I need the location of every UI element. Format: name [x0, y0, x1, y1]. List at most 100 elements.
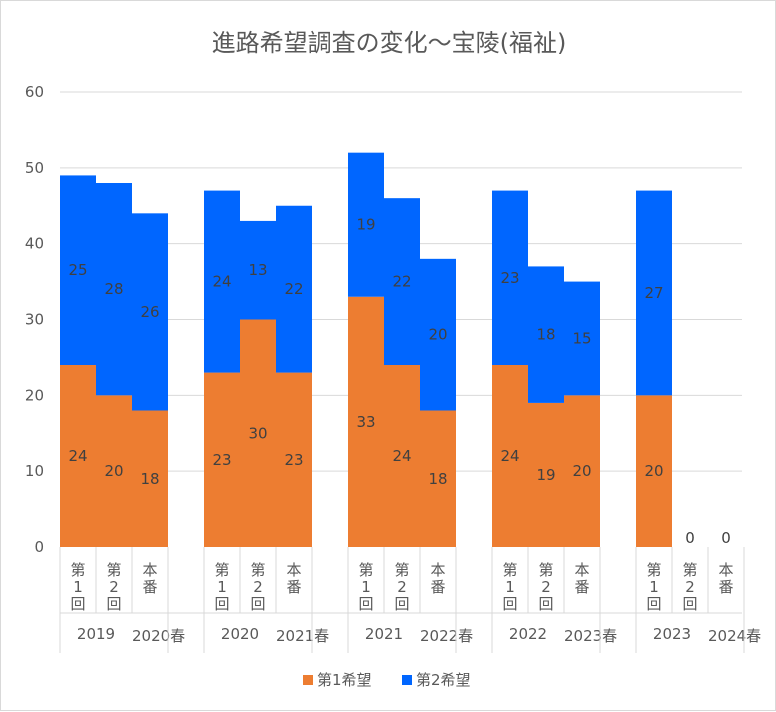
- bar-first-choice: [60, 365, 96, 547]
- data-label-second-choice: 15: [572, 329, 591, 347]
- group-label-year: 2020: [221, 625, 259, 643]
- data-label-second-choice: 27: [644, 284, 663, 302]
- data-label-first-choice: 20: [572, 462, 591, 480]
- x-category-label: 番: [286, 578, 301, 596]
- data-label-second-choice: 26: [140, 303, 159, 321]
- x-category-label: 回: [106, 595, 121, 613]
- y-tick-label: 30: [25, 311, 44, 329]
- data-label-second-choice: 13: [248, 261, 267, 279]
- data-label-first-choice: 20: [104, 462, 123, 480]
- y-tick-label: 0: [34, 538, 44, 556]
- bar-second-choice: [96, 183, 132, 396]
- x-category-label: 本: [142, 561, 157, 579]
- x-category-label: 2: [109, 578, 119, 596]
- group-label-season: 2023春: [564, 627, 617, 645]
- data-label-second-choice: 20: [428, 326, 447, 344]
- bar-first-choice: [564, 395, 600, 547]
- x-category-label: 本: [286, 561, 301, 579]
- x-category-label: 番: [574, 578, 589, 596]
- bar-first-choice: [204, 372, 240, 547]
- x-category-label: 2: [541, 578, 551, 596]
- x-category-label: 本: [430, 561, 445, 579]
- x-category-label: 回: [502, 595, 517, 613]
- data-label-first-choice: 20: [644, 462, 663, 480]
- x-category-label: 回: [358, 595, 373, 613]
- x-category-label: 1: [217, 578, 227, 596]
- bar-second-choice: [528, 266, 564, 403]
- bar-second-choice: [348, 152, 384, 297]
- x-category-label: 第: [214, 561, 229, 579]
- bar-second-choice: [564, 281, 600, 396]
- data-label-second-choice: 24: [212, 273, 231, 291]
- y-tick-label: 40: [25, 235, 44, 253]
- legend-label-first-choice: 第1希望: [317, 671, 372, 689]
- x-category-label: 本: [718, 561, 733, 579]
- bar-second-choice: [492, 190, 528, 365]
- y-tick-label: 20: [25, 386, 44, 404]
- x-category-label: 回: [70, 595, 85, 613]
- bar-second-choice: [384, 198, 420, 365]
- legend-swatch-first-choice: [303, 675, 313, 685]
- x-category-label: 回: [394, 595, 409, 613]
- y-tick-label: 60: [25, 83, 44, 101]
- data-label-second-choice: 0: [721, 529, 731, 547]
- x-category-label: 2: [397, 578, 407, 596]
- x-category-label: 第: [70, 561, 85, 579]
- data-label-second-choice: 0: [685, 529, 695, 547]
- x-category-label: 2: [253, 578, 263, 596]
- bar-first-choice: [240, 319, 276, 547]
- x-category-label: 第: [106, 561, 121, 579]
- data-label-first-choice: 23: [284, 451, 303, 469]
- group-label-year: 2019: [77, 625, 115, 643]
- data-label-second-choice: 18: [536, 326, 555, 344]
- bar-first-choice: [276, 372, 312, 547]
- x-category-label: 第: [250, 561, 265, 579]
- bar-first-choice: [492, 365, 528, 547]
- bar-first-choice: [348, 296, 384, 547]
- legend: 第1希望 第2希望: [303, 671, 471, 689]
- x-category-label: 1: [649, 578, 659, 596]
- bar-first-choice: [528, 402, 564, 547]
- x-category-label: 番: [718, 578, 733, 596]
- x-category-label: 回: [214, 595, 229, 613]
- x-category-label: 番: [430, 578, 445, 596]
- x-category-label: 番: [142, 578, 157, 596]
- bar-first-choice: [636, 395, 672, 547]
- x-category-label: 第: [538, 561, 553, 579]
- x-category-label: 1: [361, 578, 371, 596]
- x-category-label: 本: [574, 561, 589, 579]
- x-category-label: 回: [646, 595, 661, 613]
- data-label-first-choice: 33: [356, 413, 375, 431]
- data-label-first-choice: 18: [428, 470, 447, 488]
- x-category-label: 1: [73, 578, 83, 596]
- data-label-second-choice: 22: [392, 273, 411, 291]
- group-label-season: 2020春: [132, 627, 185, 645]
- group-label-year: 2023: [653, 625, 691, 643]
- data-label-first-choice: 19: [536, 466, 555, 484]
- x-category-label: 第: [502, 561, 517, 579]
- x-category-label: 第: [394, 561, 409, 579]
- y-tick-label: 50: [25, 159, 44, 177]
- group-label-year: 2021: [365, 625, 403, 643]
- data-label-second-choice: 22: [284, 280, 303, 298]
- bar-second-choice: [60, 175, 96, 365]
- bars: [60, 152, 672, 547]
- bar-first-choice: [132, 410, 168, 547]
- y-tick-label: 10: [25, 462, 44, 480]
- x-category-label: 第: [358, 561, 373, 579]
- data-label-second-choice: 23: [500, 269, 519, 287]
- bar-second-choice: [240, 220, 276, 320]
- x-category-label: 第: [682, 561, 697, 579]
- y-axis: 0 10 20 30 40 50 60: [25, 83, 44, 556]
- group-label-season: 2022春: [420, 627, 473, 645]
- data-label-first-choice: 30: [248, 424, 267, 442]
- data-label-second-choice: 28: [104, 280, 123, 298]
- legend-swatch-second-choice: [402, 675, 412, 685]
- legend-label-second-choice: 第2希望: [416, 671, 471, 689]
- group-label-season: 2021春: [276, 627, 329, 645]
- bar-second-choice: [276, 205, 312, 373]
- data-label-second-choice: 19: [356, 216, 375, 234]
- data-labels: 24 25 20 28 18 26 23 24 30 13 23 22 33 19 24 22 18 20 24 23…: [68, 216, 730, 547]
